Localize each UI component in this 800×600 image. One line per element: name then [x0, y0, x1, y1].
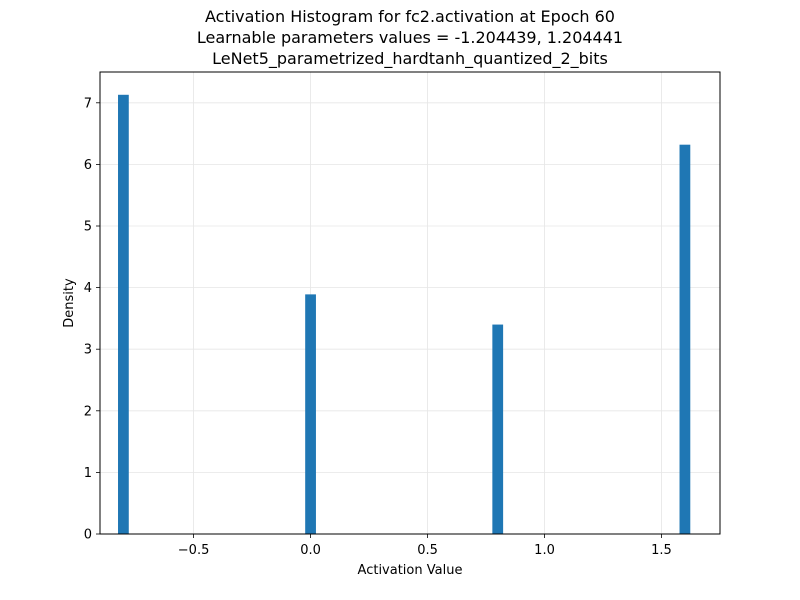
y-tick-label: 4: [84, 281, 92, 296]
y-tick-label: 2: [84, 404, 92, 419]
y-tick-label: 6: [84, 158, 92, 173]
histogram-bar: [118, 94, 129, 535]
plot-frame: [99, 71, 721, 535]
y-tick-label: 1: [84, 466, 92, 481]
x-tick-label: −0.5: [178, 543, 210, 558]
chart-title-line-2: Learnable parameters values = -1.204439,…: [197, 28, 623, 47]
y-tick-label: 5: [84, 220, 92, 235]
x-tick-label: 1.5: [651, 543, 672, 558]
chart-title-line-1: Activation Histogram for fc2.activation …: [205, 7, 615, 26]
x-tick-label: 1.0: [534, 543, 555, 558]
x-axis-label: Activation Value: [358, 563, 463, 578]
histogram-bar: [492, 324, 504, 534]
plot-area: [100, 72, 720, 534]
y-axis-label: Density: [62, 278, 77, 328]
axis-ticks: −0.5 0.0 0.5 1.0 1.5 0 1 2 3 4 5 6 7: [84, 96, 672, 558]
histogram-bar: [305, 294, 316, 534]
x-tick-label: 0.5: [417, 543, 438, 558]
x-tick-label: 0.0: [300, 543, 321, 558]
y-tick-label: 3: [84, 343, 92, 358]
y-tick-label: 0: [84, 528, 92, 543]
chart-title-line-3: LeNet5_parametrized_hardtanh_quantized_2…: [212, 49, 608, 69]
histogram-bar: [679, 144, 691, 535]
histogram-bars: [118, 94, 691, 535]
y-tick-label: 7: [84, 96, 92, 111]
